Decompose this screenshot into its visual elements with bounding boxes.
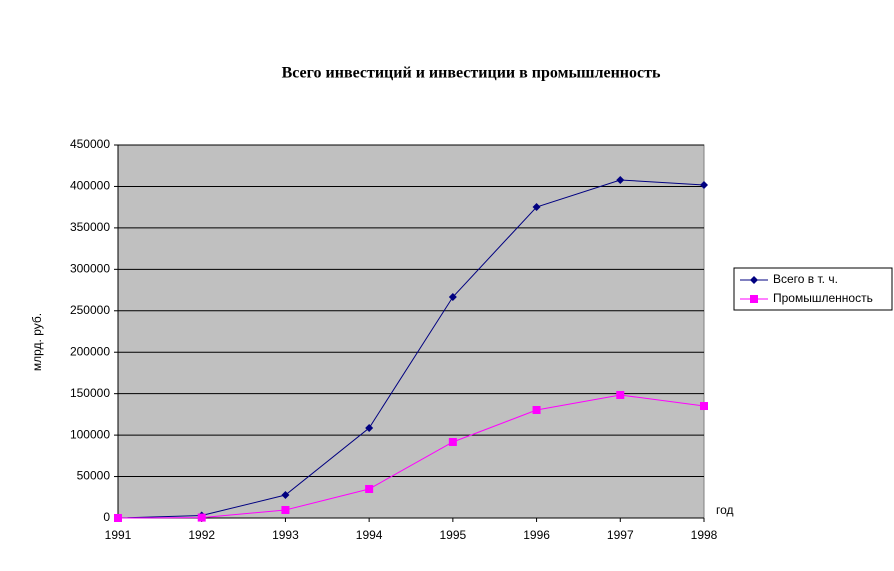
marker xyxy=(448,293,457,302)
y-axis-label: млрд. руб. xyxy=(30,313,44,371)
marker xyxy=(365,423,374,432)
y-tick-label: 300000 xyxy=(70,262,110,276)
x-axis-label: год xyxy=(716,503,734,517)
x-tick-label: 1991 xyxy=(105,528,132,542)
marker xyxy=(750,295,758,303)
y-tick-label: 50000 xyxy=(77,469,111,483)
marker xyxy=(197,513,206,522)
plot-area xyxy=(117,144,705,519)
marker xyxy=(700,402,708,411)
x-tick-label: 1997 xyxy=(607,528,634,542)
marker xyxy=(365,484,374,493)
y-tick-label: 450000 xyxy=(70,137,110,151)
y-tick-label: 0 xyxy=(103,510,110,524)
legend-label: Промышленность xyxy=(773,291,873,305)
x-tick-label: 1994 xyxy=(356,528,383,542)
marker xyxy=(616,390,625,399)
x-tick-label: 1992 xyxy=(188,528,215,542)
marker xyxy=(114,514,122,522)
series-line xyxy=(117,394,705,519)
x-tick-label: 1998 xyxy=(691,528,718,542)
marker xyxy=(281,506,290,515)
x-tick-label: 1996 xyxy=(523,528,550,542)
marker xyxy=(700,181,708,190)
y-tick-label: 250000 xyxy=(70,303,110,317)
chart-title: Всего инвестиций и инвестиции в промышле… xyxy=(282,65,661,82)
marker xyxy=(532,405,541,414)
marker xyxy=(750,276,758,284)
y-tick-label: 400000 xyxy=(70,179,110,193)
y-tick-label: 150000 xyxy=(70,386,110,400)
marker xyxy=(281,491,290,500)
y-tick-label: 100000 xyxy=(70,427,110,441)
legend xyxy=(733,267,893,311)
x-tick-label: 1995 xyxy=(440,528,467,542)
y-tick-label: 350000 xyxy=(70,220,110,234)
marker xyxy=(532,203,541,212)
x-tick-label: 1993 xyxy=(272,528,299,542)
y-tick-label: 200000 xyxy=(70,344,110,358)
legend-label: Всего в т. ч. xyxy=(773,272,838,286)
series-line xyxy=(117,179,705,519)
marker xyxy=(616,175,625,184)
marker xyxy=(448,437,457,446)
